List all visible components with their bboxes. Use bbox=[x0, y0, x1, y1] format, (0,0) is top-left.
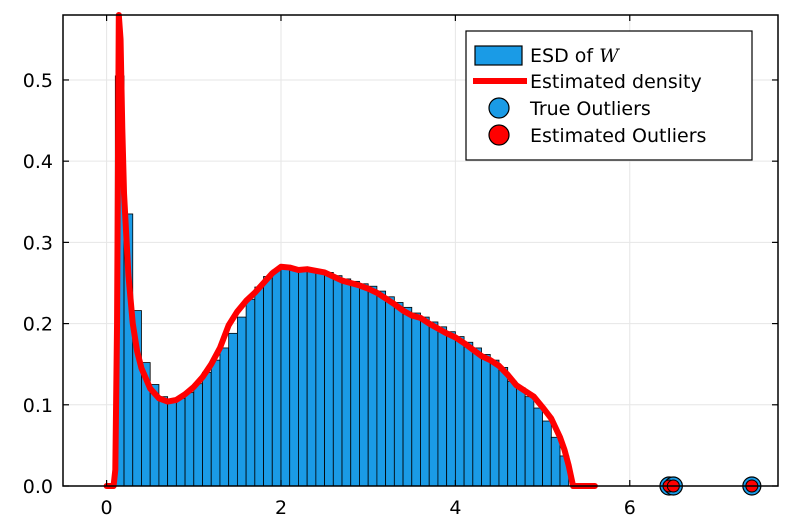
histogram-bar bbox=[350, 280, 360, 487]
y-tick-label: 0.4 bbox=[23, 151, 53, 173]
legend-label-esd-prefix: ESD of bbox=[530, 45, 599, 67]
histogram-bar bbox=[376, 290, 387, 487]
histogram-bar bbox=[167, 399, 177, 487]
histogram-bar bbox=[306, 269, 317, 487]
histogram-bar bbox=[507, 380, 517, 487]
legend-label-estimated-outliers: Estimated Outliers bbox=[530, 125, 706, 147]
histogram-bar bbox=[324, 272, 334, 487]
y-tick-label: 0.0 bbox=[23, 476, 53, 498]
x-tick-label: 0 bbox=[101, 497, 113, 519]
histogram-bar bbox=[498, 367, 509, 487]
histogram-bar bbox=[472, 347, 482, 487]
legend-label-density: Estimated density bbox=[530, 71, 702, 93]
legend: ESD of W Estimated density True Outliers… bbox=[465, 30, 753, 161]
histogram-bar bbox=[463, 341, 474, 487]
histogram-bar bbox=[367, 285, 378, 487]
histogram-bar bbox=[341, 278, 352, 487]
histogram-bar bbox=[489, 359, 500, 487]
histogram-bar bbox=[481, 354, 491, 487]
density-curve-group bbox=[103, 12, 598, 489]
histogram-bar bbox=[411, 312, 421, 487]
histogram-bar bbox=[524, 396, 535, 487]
histogram-bar bbox=[254, 286, 264, 487]
histogram-bar bbox=[550, 436, 561, 487]
y-tick-label: 0.3 bbox=[23, 232, 53, 254]
histogram-bar bbox=[298, 269, 308, 487]
legend-marker-estimated-outliers bbox=[488, 124, 510, 146]
x-tick-label: 4 bbox=[449, 497, 461, 519]
histogram-bar bbox=[184, 392, 195, 487]
histogram-bar bbox=[420, 316, 430, 487]
histogram-bar bbox=[219, 347, 230, 487]
histogram-bar bbox=[271, 269, 282, 487]
histogram-bar bbox=[437, 326, 448, 487]
histogram-bar bbox=[289, 267, 299, 487]
histogram-bar bbox=[428, 321, 439, 487]
histogram-bar bbox=[158, 396, 169, 487]
legend-marker-true-outliers bbox=[488, 97, 510, 119]
legend-label-true-outliers: True Outliers bbox=[529, 98, 651, 120]
x-tick-label: 2 bbox=[275, 497, 287, 519]
density-curve bbox=[103, 12, 598, 489]
histogram-bar bbox=[332, 275, 343, 487]
y-tick-label: 0.2 bbox=[23, 314, 53, 336]
legend-label-esd: ESD of W bbox=[530, 45, 620, 67]
histogram-bar bbox=[202, 371, 212, 487]
y-tick-label: 0.1 bbox=[23, 395, 53, 417]
histogram-bar bbox=[245, 298, 256, 487]
histogram-bar bbox=[280, 267, 291, 487]
histogram-bar bbox=[454, 336, 465, 487]
histogram-bar bbox=[210, 359, 221, 487]
histogram-bar bbox=[175, 397, 186, 487]
axis-ticks: 0 2 4 6 0.0 0.1 0.2 0.3 0.4 0.5 bbox=[23, 15, 778, 519]
histogram-bar bbox=[359, 283, 369, 487]
x-tick-label: 6 bbox=[624, 497, 636, 519]
legend-label-esd-math: W bbox=[599, 45, 620, 67]
histogram-bar bbox=[446, 331, 456, 487]
histogram-bar bbox=[542, 420, 552, 487]
histogram-bar bbox=[228, 332, 238, 487]
histogram-bar bbox=[402, 306, 413, 487]
histogram-bar bbox=[393, 302, 404, 487]
y-tick-label: 0.5 bbox=[23, 70, 53, 92]
histogram-bar bbox=[516, 387, 526, 487]
histogram-bar bbox=[315, 270, 325, 487]
plot-frame bbox=[62, 14, 779, 487]
histogram-bar bbox=[385, 296, 395, 487]
histogram-bar bbox=[236, 316, 247, 487]
legend-swatch-esd bbox=[474, 45, 523, 66]
histogram-bar bbox=[263, 276, 273, 487]
histogram-bar bbox=[193, 383, 203, 487]
histogram-bar bbox=[533, 407, 543, 487]
